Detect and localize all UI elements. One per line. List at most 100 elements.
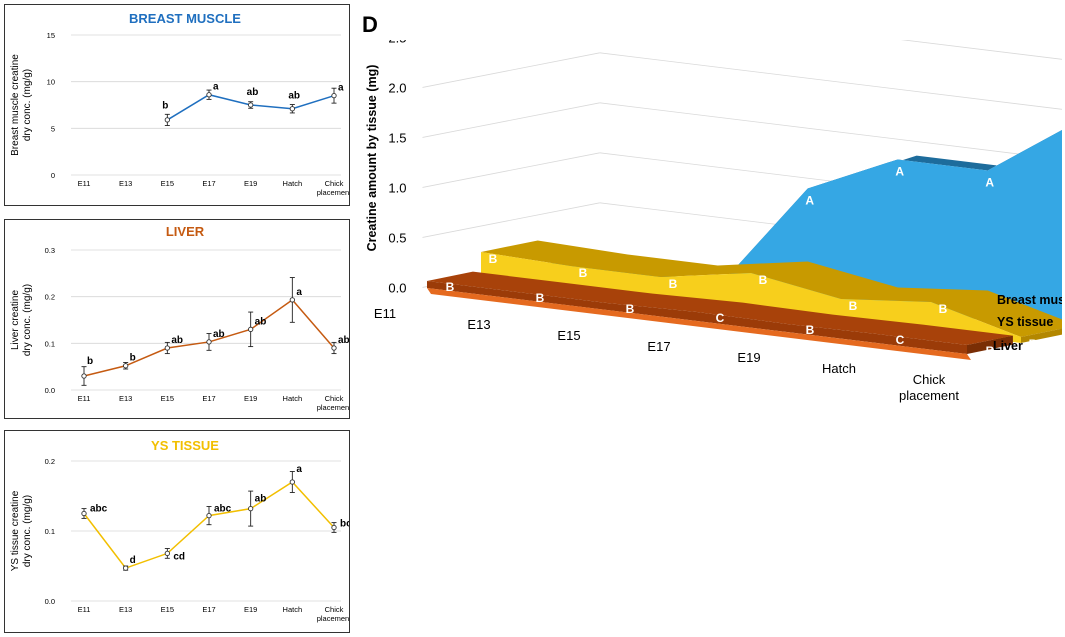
significance-letter: A	[985, 175, 994, 189]
y-tick-label: 10	[47, 78, 55, 87]
significance-letter: cd	[173, 551, 185, 562]
panel-label-d: D	[362, 12, 378, 37]
area-front	[427, 281, 967, 354]
x-tick-label: E15	[557, 328, 580, 343]
legend-ys-tissue: YS tissue	[997, 315, 1053, 329]
x-tick-label: Hatch	[283, 605, 303, 614]
y-tick-label: 0	[51, 171, 55, 180]
breast-muscle-chart: BREAST MUSCLE Breast muscle creatine dry c…	[10, 11, 352, 197]
data-point	[81, 510, 87, 517]
significance-letter: B	[446, 280, 455, 294]
data-point	[289, 297, 295, 303]
area-side	[967, 335, 1013, 354]
gridline	[422, 202, 600, 238]
legend-breast-muscle: Breast muscle	[997, 293, 1062, 307]
chart-title: YS TISSUE	[151, 438, 219, 453]
y-tick-label: 2.5	[388, 40, 406, 45]
significance-letter: ab	[255, 316, 267, 327]
x-tick-label: Hatch	[283, 179, 303, 188]
significance-letter: b	[162, 100, 168, 111]
y-tick-label: 0.2	[45, 293, 55, 302]
area-top	[427, 271, 1013, 345]
significance-letter: abc	[214, 504, 232, 515]
data-point	[248, 102, 254, 108]
x-tick-label: placement	[317, 614, 349, 623]
x-tick-label: E13	[119, 394, 132, 403]
significance-letter: B	[806, 323, 815, 337]
x-tick-label: E11	[78, 394, 91, 403]
gridline	[422, 102, 600, 138]
y-tick-label: 1.5	[388, 130, 406, 145]
data-point	[123, 565, 129, 571]
area-front	[481, 252, 1021, 343]
x-tick-label: placement	[317, 403, 349, 412]
significance-letter: a	[296, 464, 302, 475]
data-point	[289, 479, 295, 485]
significance-letter: bcd	[340, 519, 349, 530]
data-point	[164, 550, 170, 557]
x-tick-label: E17	[647, 339, 670, 354]
data-point	[331, 93, 337, 99]
significance-letter: B	[489, 252, 498, 266]
significance-letter: a	[338, 83, 344, 94]
data-point	[206, 92, 212, 98]
x-tick-label: E19	[737, 350, 760, 365]
legend-liver: Liver	[993, 339, 1023, 353]
chart-panel-b: LIVER Liver creatine dry conc. (mg/g) 0.0 0.…	[4, 219, 352, 419]
y-tick-label: 0.1	[45, 339, 55, 348]
x-tick-label: E19	[244, 605, 257, 614]
y-tick-label: 0.3	[45, 246, 55, 255]
x-tick-label: E17	[202, 605, 215, 614]
x-tick-label: E19	[244, 394, 257, 403]
data-point	[81, 373, 87, 379]
y-tick-label: 0.2	[45, 457, 55, 466]
x-tick-label: Chick	[913, 372, 946, 387]
y-axis-label: Breast muscle creatine	[10, 54, 21, 156]
series-breast-muscle: AAAA	[537, 129, 1062, 330]
y-axis-label: dry conc. (mg/g)	[22, 284, 33, 356]
significance-letter: ab	[255, 494, 267, 505]
x-tick-label: Chick	[325, 394, 344, 403]
chart-title: LIVER	[166, 224, 205, 239]
significance-letter: ab	[288, 91, 300, 102]
significance-letter: B	[669, 277, 678, 291]
y-tick-label: 0.1	[45, 527, 55, 536]
y-axis-label: YS tissue creatine	[10, 490, 21, 571]
data-point	[248, 326, 254, 332]
x-tick-label: placement	[317, 188, 349, 197]
significance-letter: a	[213, 82, 219, 93]
y-axis-label: Creatine amount by tissue (mg)	[365, 65, 379, 252]
area-front	[537, 129, 1062, 330]
x-tick-label: Chick	[325, 179, 344, 188]
y-axis-label: dry conc. (mg/g)	[22, 495, 33, 567]
significance-letter: B	[1029, 337, 1038, 351]
x-tick-label: E13	[467, 317, 490, 332]
significance-letter: ab	[171, 335, 183, 346]
y-tick-label: 15	[47, 31, 55, 40]
significance-letter: ab	[247, 87, 259, 98]
significance-letter: B	[939, 302, 948, 316]
y-tick-label: 0.5	[388, 230, 406, 245]
data-point	[248, 505, 254, 512]
series-ys-tissue: B B B B B B B	[481, 240, 1062, 351]
chart-panel-c: YS TISSUE YS tissue creatine dry conc. (mg…	[4, 430, 358, 633]
gridline	[900, 40, 1062, 60]
tissue-3d-area-chart: 0.0 0.5 1.0 1.5 2.0 2.5 Creatine amount by tis…	[365, 40, 1062, 403]
significance-letter: B	[579, 266, 588, 280]
x-tick-label: E11	[78, 605, 91, 614]
x-tick-label: Hatch	[822, 361, 856, 376]
y-axis-label: Liver creatine	[10, 290, 21, 350]
significance-letter: C	[896, 333, 905, 347]
significance-letter: C	[716, 311, 725, 325]
gridline	[599, 52, 1062, 110]
y-tick-label: 2.0	[388, 80, 406, 95]
data-point	[123, 363, 129, 369]
significance-letter: B	[986, 344, 995, 358]
x-tick-label: E13	[119, 605, 132, 614]
y-axis-label: dry conc. (mg/g)	[22, 69, 33, 141]
significance-letter: B	[536, 291, 545, 305]
chart-title: BREAST MUSCLE	[129, 11, 241, 26]
area-base	[427, 288, 971, 360]
x-tick-label: Chick	[325, 605, 344, 614]
x-tick-label: E11	[78, 179, 91, 188]
